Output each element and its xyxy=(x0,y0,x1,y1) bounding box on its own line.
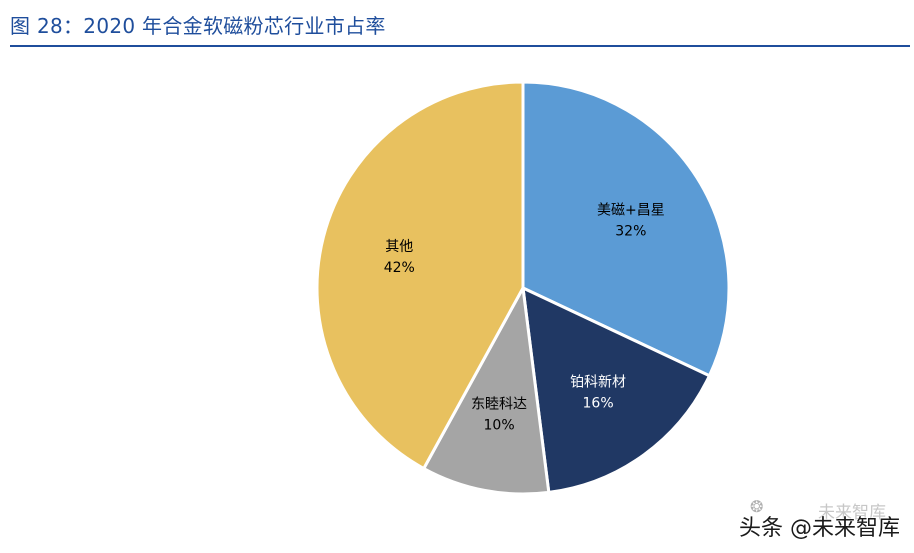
pie-slice-1 xyxy=(521,286,711,494)
slice-label-3: 其他 xyxy=(385,239,413,255)
figure-title: 图 28：2020 年合金软磁粉芯行业市占率 xyxy=(10,14,386,38)
slice-label-0: 美磁+昌星 xyxy=(597,203,665,219)
watermark-main: 头条 @未来智库 xyxy=(739,516,900,541)
pie-slice-3 xyxy=(315,80,525,471)
pie-slice-2 xyxy=(422,286,551,496)
watermark-faint: 未来智库 xyxy=(818,503,886,523)
slice-value-label-0: 32% xyxy=(615,224,646,240)
slice-label-1: 铂科新材 xyxy=(570,374,626,390)
slice-value-label-1: 16% xyxy=(583,395,614,411)
slice-value-label-2: 10% xyxy=(484,417,515,433)
slice-value-label-3: 42% xyxy=(384,260,415,276)
pie-slices xyxy=(315,80,731,496)
pie-labels: 美磁+昌星 32% 铂科新材 16% 东睦科达 10% 其他 42% xyxy=(384,203,665,434)
slice-label-2: 东睦科达 xyxy=(471,396,527,412)
wechat-icon: ❂ xyxy=(750,497,764,516)
title-divider xyxy=(10,45,910,47)
pie-slice-0 xyxy=(521,80,731,378)
